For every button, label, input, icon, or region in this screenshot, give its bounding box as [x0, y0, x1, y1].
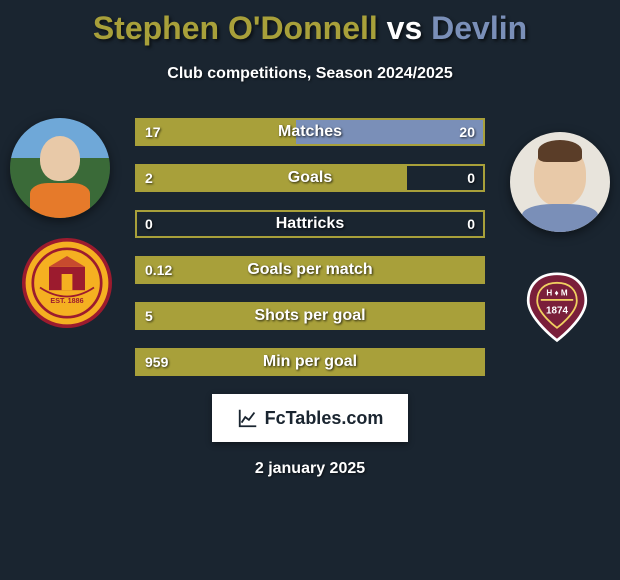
- stat-bar-left: [137, 350, 483, 374]
- stat-row: 5Shots per goal: [135, 302, 485, 330]
- svg-text:1874: 1874: [546, 305, 568, 316]
- brand-badge: FcTables.com: [212, 394, 408, 442]
- player2-avatar: [510, 132, 610, 232]
- stat-row: 1720Matches: [135, 118, 485, 146]
- title-player1: Stephen O'Donnell: [93, 10, 378, 46]
- player1-club-badge: EST. 1886: [22, 238, 112, 328]
- stat-right-value: 0: [467, 170, 475, 186]
- stat-left-value: 2: [145, 170, 153, 186]
- stat-row: 0 0Hattricks: [135, 210, 485, 238]
- subtitle: Club competitions, Season 2024/2025: [0, 65, 620, 83]
- title-player2: Devlin: [431, 10, 527, 46]
- chart-icon: [237, 407, 259, 429]
- stat-bar-left: [137, 166, 407, 190]
- stats-area: EST. 1886 H ♦ M 1874 1720Matches20Goals0…: [0, 118, 620, 376]
- stat-label: Hattricks: [137, 215, 483, 233]
- stat-rows: 1720Matches20Goals00Hattricks0.12Goals p…: [135, 118, 485, 376]
- stat-left-value: 5: [145, 308, 153, 324]
- svg-text:H ♦ M: H ♦ M: [546, 288, 567, 297]
- stat-left-value: 17: [145, 124, 161, 140]
- stat-left-value: 959: [145, 354, 168, 370]
- player1-avatar: [10, 118, 110, 218]
- svg-text:EST. 1886: EST. 1886: [50, 296, 83, 305]
- stat-bar-left: [137, 258, 483, 282]
- stat-row: 0.12Goals per match: [135, 256, 485, 284]
- title-vs: vs: [387, 10, 423, 46]
- stat-row: 20Goals: [135, 164, 485, 192]
- stat-right-value: 20: [459, 124, 475, 140]
- stat-left-value: 0.12: [145, 262, 172, 278]
- brand-text: FcTables.com: [265, 408, 384, 429]
- stat-bar-right: [296, 120, 483, 144]
- stat-bar-left: [137, 304, 483, 328]
- date-line: 2 january 2025: [0, 460, 620, 478]
- stat-row: 959Min per goal: [135, 348, 485, 376]
- stat-right-value: 0: [467, 216, 475, 232]
- player2-club-badge: H ♦ M 1874: [512, 263, 602, 353]
- page-title: Stephen O'Donnell vs Devlin: [0, 0, 620, 47]
- stat-left-value: 0: [145, 216, 153, 232]
